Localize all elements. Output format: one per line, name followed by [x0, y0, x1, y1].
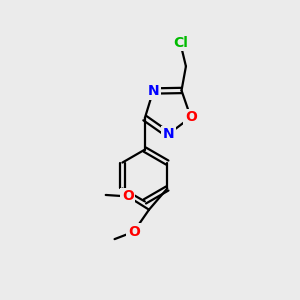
Text: N: N: [162, 128, 174, 141]
Text: O: O: [122, 189, 134, 203]
Text: O: O: [128, 225, 140, 239]
Text: O: O: [185, 110, 197, 124]
Text: N: N: [147, 84, 159, 98]
Text: Cl: Cl: [173, 36, 188, 50]
